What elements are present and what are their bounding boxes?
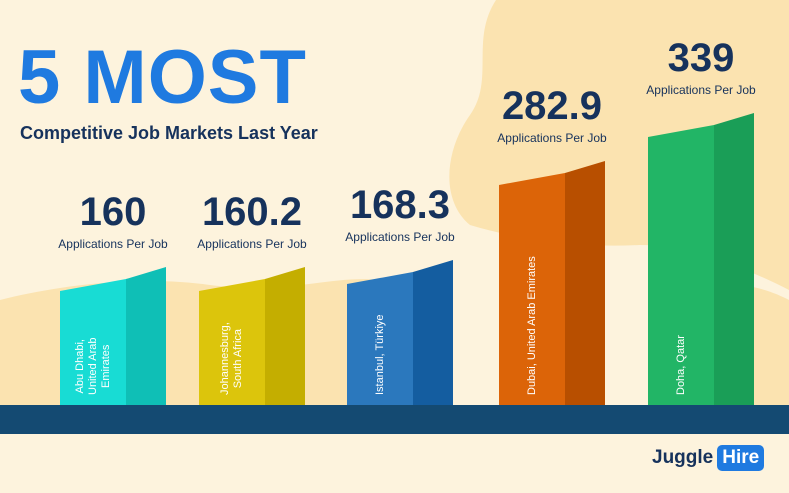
bar-category-label-5: Doha, Qatar [675, 335, 687, 395]
background-blob-left [0, 279, 380, 405]
bar-value-label-4: 282.9 [501, 84, 603, 128]
bar-category-label-2: Johannesburg, South Africa [219, 322, 244, 395]
bar-side-3 [413, 260, 453, 405]
bar-unit-caption-1: Applications Per Job [58, 237, 168, 251]
page-title: 5 MOST [18, 35, 307, 120]
bar-value-label-1: 160 [79, 190, 147, 234]
bar-category-label-3: Istanbul, Türkiye [374, 314, 386, 395]
bar-value-label-2: 160.2 [201, 190, 303, 234]
bar-side-2 [265, 267, 305, 405]
bar-2 [199, 279, 265, 405]
bar-5 [648, 125, 714, 405]
brand-logo: Juggle Hire [652, 444, 765, 472]
bar-side-1 [126, 267, 166, 405]
bar-unit-caption-5: Applications Per Job [646, 83, 756, 97]
brand-name-juggle: Juggle [652, 447, 714, 468]
bar-unit-caption-4: Applications Per Job [497, 131, 607, 145]
bar-side-4 [565, 161, 605, 405]
bar-3 [347, 272, 413, 405]
bar-4 [499, 173, 565, 405]
bar-unit-caption-3: Applications Per Job [345, 230, 455, 244]
bar-category-label-4: Dubai, United Arab Emirates [526, 256, 538, 395]
bar-side-5 [714, 113, 754, 405]
page-subtitle: Competitive Job Markets Last Year [20, 123, 318, 143]
bar-1 [60, 279, 126, 405]
chart-floor [0, 405, 789, 434]
bar-value-label-5: 339 [667, 36, 735, 80]
bar-category-label-1: Abu Dhabi, United Arab Emirates [74, 337, 112, 395]
bar-value-label-3: 168.3 [349, 183, 451, 227]
brand-name-hire: Hire [717, 445, 765, 471]
bar-unit-caption-2: Applications Per Job [197, 237, 307, 251]
